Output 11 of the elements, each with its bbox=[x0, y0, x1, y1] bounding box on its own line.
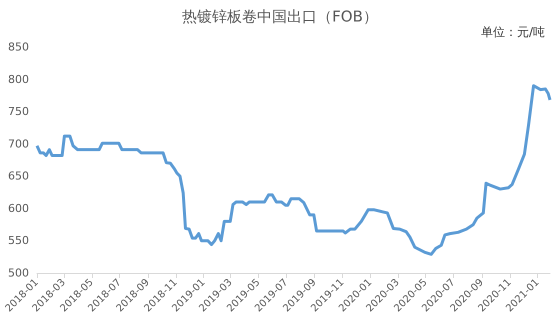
y-tick-label: 500 bbox=[8, 266, 29, 280]
y-tick-label: 700 bbox=[8, 137, 29, 150]
chart-title: 热镀锌板卷中国出口（FOB） bbox=[182, 8, 378, 26]
y-tick-label: 750 bbox=[8, 105, 29, 118]
y-tick-label: 550 bbox=[8, 234, 29, 248]
y-tick-label: 600 bbox=[8, 202, 29, 215]
y-tick-label: 650 bbox=[8, 170, 29, 183]
text: 单位：元/吨 bbox=[480, 25, 546, 39]
line-series bbox=[36, 84, 552, 256]
y-tick-label: 850 bbox=[8, 40, 29, 54]
y-tick-label: 800 bbox=[8, 72, 29, 86]
